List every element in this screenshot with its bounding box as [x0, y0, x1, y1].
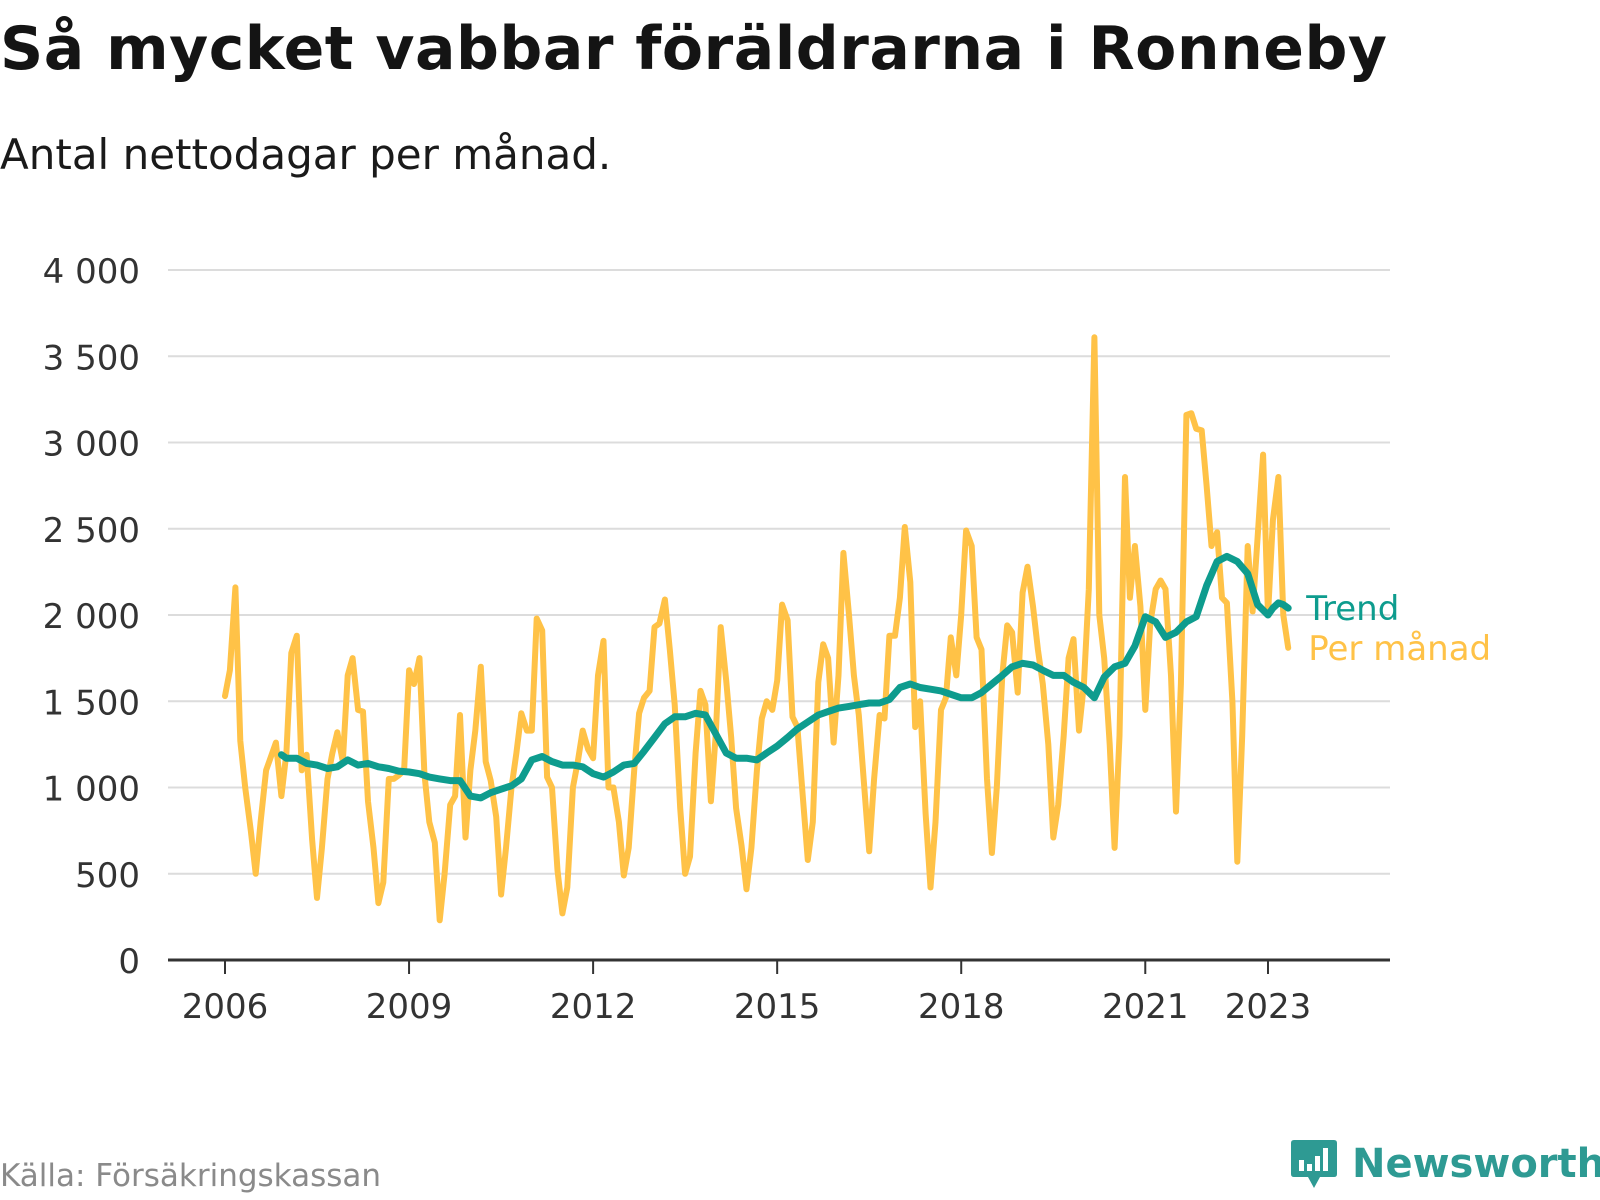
- y-axis-ticks: 0 500 1 000 1 500 2 000 2 500 3 000 3 500 4 000: [43, 252, 140, 982]
- y-tick-label: 4 000: [43, 252, 140, 292]
- newsworthy-wordmark: Newsworthy: [1352, 1141, 1600, 1187]
- series-line-trend: [277, 552, 1292, 802]
- y-tick-label: 0: [118, 942, 140, 982]
- x-tick-label: 2009: [366, 987, 453, 1027]
- series-lines: [222, 334, 1292, 924]
- x-axis-ticks: 2006 2009 2012 2015 2018 2021 2023: [182, 960, 1312, 1027]
- y-tick-label: 2 000: [43, 597, 140, 637]
- series-line-per-manad: [222, 334, 1292, 924]
- y-tick-label: 500: [75, 856, 140, 896]
- newsworthy-chart-icon: [1291, 1140, 1337, 1188]
- x-tick-label: 2012: [550, 987, 637, 1027]
- series-label-trend: Trend: [1305, 589, 1399, 629]
- chart-title: Så mycket vabbar föräldrarna i Ronneby: [0, 14, 1388, 84]
- x-tick-label: 2023: [1225, 987, 1312, 1027]
- newsworthy-logo: Newsworthy: [1290, 1138, 1600, 1190]
- y-tick-label: 3 500: [43, 338, 140, 378]
- x-tick-label: 2018: [918, 987, 1005, 1027]
- y-tick-label: 1 500: [43, 683, 140, 723]
- x-tick-label: 2006: [182, 987, 269, 1027]
- x-tick-label: 2021: [1102, 987, 1189, 1027]
- grid-lines: [168, 269, 1390, 875]
- x-tick-label: 2015: [734, 987, 821, 1027]
- source-note: Källa: Försäkringskassan: [0, 1158, 382, 1194]
- chart-subtitle: Antal nettodagar per månad.: [0, 130, 612, 179]
- y-tick-label: 3 000: [43, 425, 140, 465]
- y-tick-label: 1 000: [43, 770, 140, 810]
- y-tick-label: 2 500: [43, 511, 140, 551]
- series-label-per-manad: Per månad: [1308, 629, 1491, 669]
